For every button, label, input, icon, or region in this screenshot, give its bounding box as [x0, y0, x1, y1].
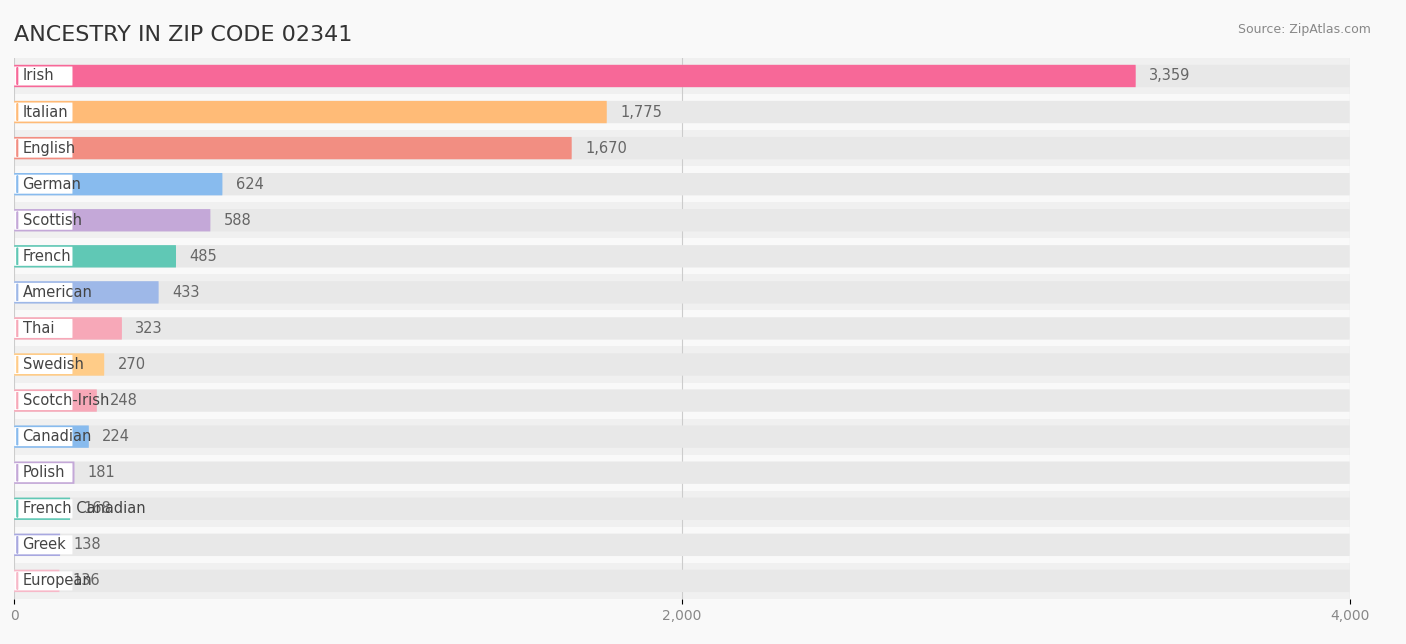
FancyBboxPatch shape [14, 354, 104, 375]
Text: Scotch-Irish: Scotch-Irish [22, 393, 108, 408]
FancyBboxPatch shape [14, 354, 1350, 375]
Text: 1,775: 1,775 [620, 104, 662, 120]
Text: 138: 138 [73, 537, 101, 553]
FancyBboxPatch shape [14, 65, 1350, 87]
FancyBboxPatch shape [14, 390, 97, 412]
FancyBboxPatch shape [14, 534, 1350, 556]
FancyBboxPatch shape [14, 317, 122, 339]
FancyBboxPatch shape [14, 137, 1350, 159]
FancyBboxPatch shape [14, 245, 176, 267]
FancyBboxPatch shape [14, 281, 159, 303]
FancyBboxPatch shape [14, 245, 1350, 267]
FancyBboxPatch shape [14, 101, 607, 123]
FancyBboxPatch shape [14, 427, 73, 446]
Text: Irish: Irish [22, 68, 55, 84]
Text: French: French [22, 249, 72, 264]
Bar [14, 58, 1350, 94]
FancyBboxPatch shape [14, 247, 73, 266]
Text: 136: 136 [73, 573, 100, 589]
Bar [14, 130, 1350, 166]
Bar [14, 563, 1350, 599]
Text: Source: ZipAtlas.com: Source: ZipAtlas.com [1237, 23, 1371, 35]
Bar [14, 346, 1350, 383]
Text: English: English [22, 140, 76, 156]
Text: Italian: Italian [22, 104, 67, 120]
FancyBboxPatch shape [14, 137, 572, 159]
FancyBboxPatch shape [14, 570, 1350, 592]
Text: Scottish: Scottish [22, 213, 82, 228]
FancyBboxPatch shape [14, 65, 1136, 87]
FancyBboxPatch shape [14, 317, 1350, 339]
Bar [14, 310, 1350, 346]
FancyBboxPatch shape [14, 391, 73, 410]
FancyBboxPatch shape [14, 462, 1350, 484]
Text: ANCESTRY IN ZIP CODE 02341: ANCESTRY IN ZIP CODE 02341 [14, 25, 353, 45]
FancyBboxPatch shape [14, 138, 73, 158]
Text: European: European [22, 573, 93, 589]
Text: Canadian: Canadian [22, 429, 91, 444]
FancyBboxPatch shape [14, 498, 1350, 520]
Bar [14, 94, 1350, 130]
Text: 181: 181 [87, 465, 115, 480]
Text: Polish: Polish [22, 465, 65, 480]
Text: 485: 485 [190, 249, 217, 264]
Bar [14, 491, 1350, 527]
Bar [14, 419, 1350, 455]
Text: 224: 224 [103, 429, 131, 444]
FancyBboxPatch shape [14, 498, 70, 520]
Bar [14, 202, 1350, 238]
FancyBboxPatch shape [14, 426, 89, 448]
FancyBboxPatch shape [14, 209, 211, 231]
Bar [14, 166, 1350, 202]
Text: 168: 168 [83, 501, 111, 516]
Text: 588: 588 [224, 213, 252, 228]
FancyBboxPatch shape [14, 173, 1350, 195]
FancyBboxPatch shape [14, 355, 73, 374]
FancyBboxPatch shape [14, 534, 60, 556]
FancyBboxPatch shape [14, 283, 73, 302]
Bar [14, 238, 1350, 274]
Text: German: German [22, 176, 82, 192]
FancyBboxPatch shape [14, 570, 59, 592]
FancyBboxPatch shape [14, 173, 222, 195]
FancyBboxPatch shape [14, 281, 1350, 303]
FancyBboxPatch shape [14, 390, 1350, 412]
Text: Greek: Greek [22, 537, 66, 553]
Text: 248: 248 [110, 393, 138, 408]
FancyBboxPatch shape [14, 101, 1350, 123]
Text: American: American [22, 285, 93, 300]
Text: 270: 270 [118, 357, 146, 372]
FancyBboxPatch shape [14, 463, 73, 482]
Bar [14, 274, 1350, 310]
FancyBboxPatch shape [14, 462, 75, 484]
Text: Thai: Thai [22, 321, 53, 336]
Bar [14, 383, 1350, 419]
FancyBboxPatch shape [14, 426, 1350, 448]
FancyBboxPatch shape [14, 571, 73, 591]
FancyBboxPatch shape [14, 499, 73, 518]
Text: 1,670: 1,670 [585, 140, 627, 156]
FancyBboxPatch shape [14, 319, 73, 338]
FancyBboxPatch shape [14, 66, 73, 86]
Text: 3,359: 3,359 [1149, 68, 1191, 84]
Text: 433: 433 [172, 285, 200, 300]
Text: French Canadian: French Canadian [22, 501, 145, 516]
Bar [14, 527, 1350, 563]
FancyBboxPatch shape [14, 535, 73, 554]
FancyBboxPatch shape [14, 211, 73, 230]
Text: 624: 624 [236, 176, 264, 192]
Text: Swedish: Swedish [22, 357, 83, 372]
Bar [14, 455, 1350, 491]
FancyBboxPatch shape [14, 209, 1350, 231]
FancyBboxPatch shape [14, 175, 73, 194]
FancyBboxPatch shape [14, 102, 73, 122]
Text: 323: 323 [135, 321, 163, 336]
